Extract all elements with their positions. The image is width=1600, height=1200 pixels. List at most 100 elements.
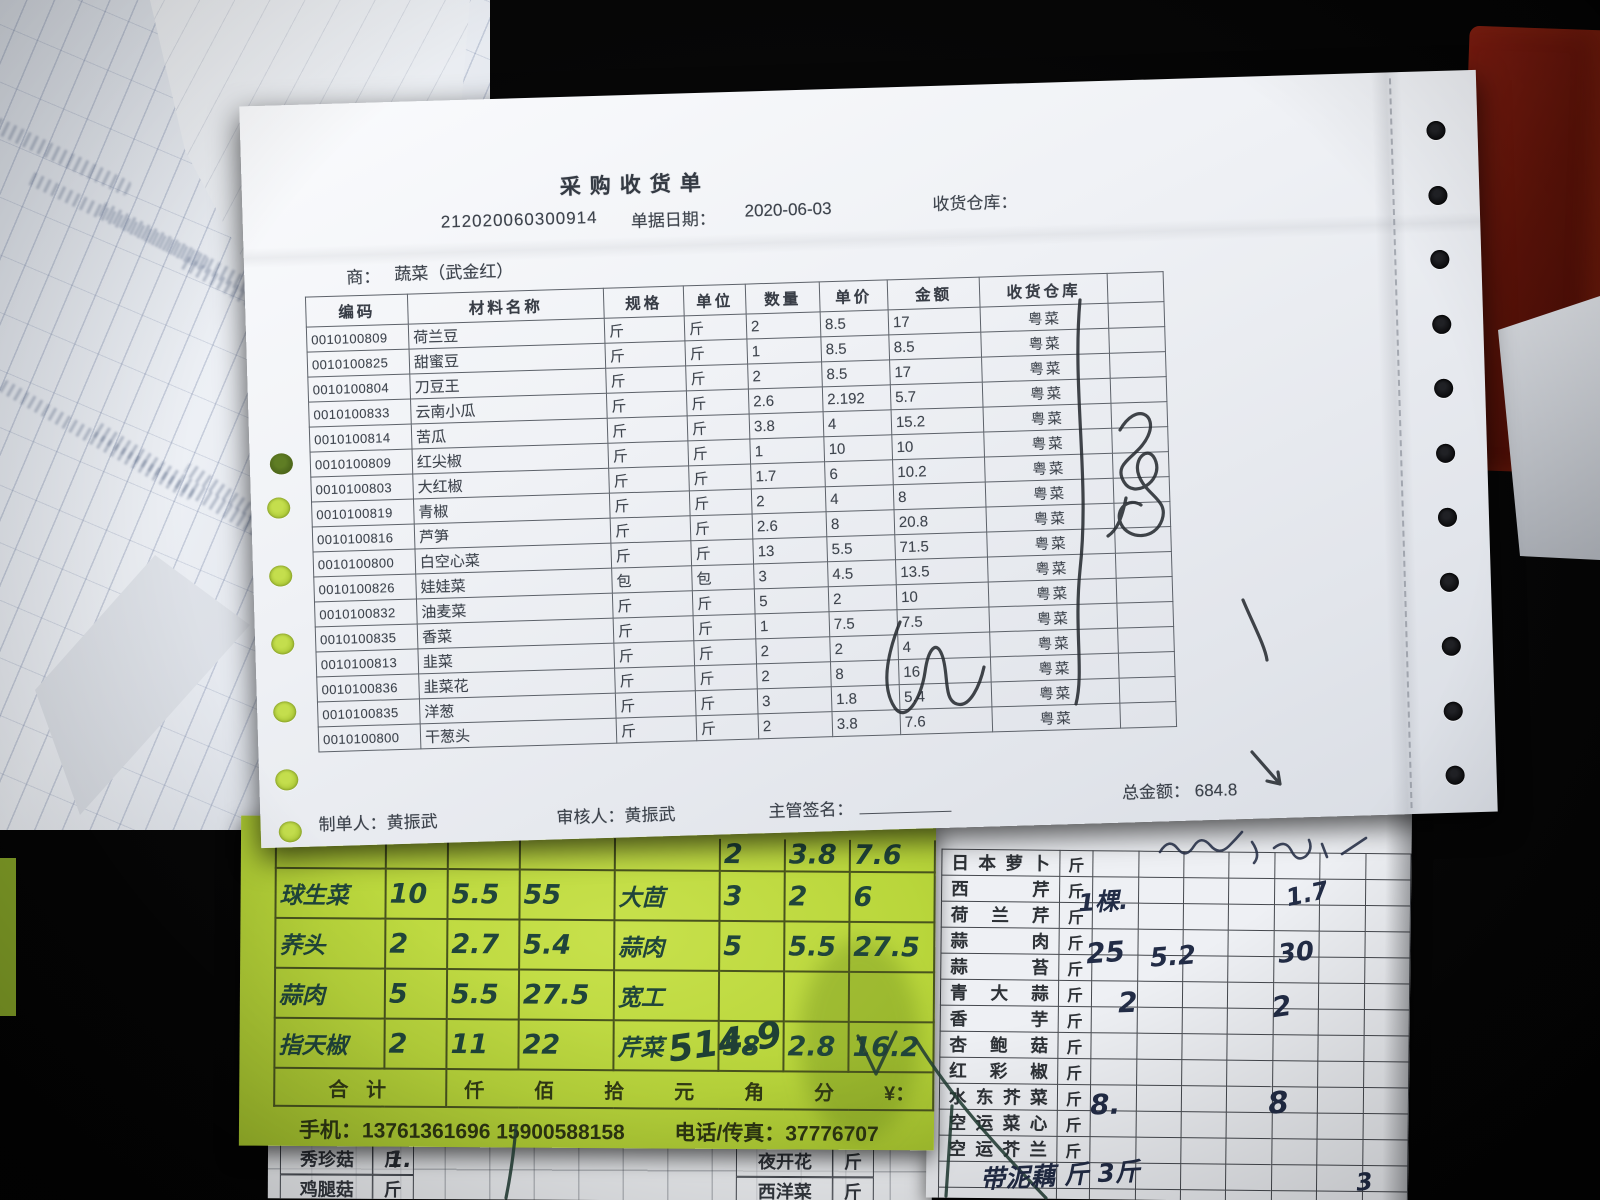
grid-cell xyxy=(1319,905,1366,932)
receipt-cell: 0010100800 xyxy=(318,723,421,752)
receipt-cell: 2.192 xyxy=(822,384,892,412)
grid-cell xyxy=(1226,1112,1273,1139)
grid-cell xyxy=(1183,929,1229,957)
date-label: 单据日期： xyxy=(630,209,717,231)
receipt-cell: 粤菜 xyxy=(991,703,1121,732)
item-name: 西芹 xyxy=(941,875,1060,903)
green-feed-dot xyxy=(278,820,303,843)
receipt-cell: 斤 xyxy=(613,615,694,644)
item-unit: 斤 xyxy=(1057,980,1093,1007)
grid-cell xyxy=(1090,1084,1137,1112)
green-cell: 55 xyxy=(519,869,615,921)
grid-cell xyxy=(1228,878,1275,905)
item-unit: 斤 xyxy=(1056,1084,1091,1111)
receipt-cell: 干葱头 xyxy=(420,718,617,749)
green-cell: 蒜肉 xyxy=(614,920,720,971)
total-label: 合 计 xyxy=(274,1067,447,1108)
grid-cell xyxy=(1056,1162,1091,1189)
receipt-cell: 2 xyxy=(747,361,823,390)
grid-cell xyxy=(1271,1190,1317,1200)
receipt-cell: 10 xyxy=(891,432,985,460)
total-amount: 总金额： 684.8 xyxy=(1121,780,1238,803)
receipt-cell: 包 xyxy=(611,565,693,594)
grid-cell xyxy=(1317,1061,1364,1088)
receipt-cell: 4 xyxy=(825,484,895,512)
tel-fax: 电话/传真：37776707 xyxy=(674,1121,879,1147)
item-unit: 斤 xyxy=(371,1144,415,1176)
feed-hole xyxy=(1443,700,1464,721)
green-feed-dot xyxy=(268,565,293,587)
receipt-cell: 斤 xyxy=(687,439,751,466)
receipt-table: 编码 材料名称 规格 单位 数量 单价 金额 收货仓库 0010100809 荷兰豆斤斤 2 8.5… xyxy=(305,271,1177,752)
receipt-cell: 斤 xyxy=(690,538,754,566)
grid-cell xyxy=(1364,957,1410,985)
grid-cell xyxy=(1319,879,1366,906)
green-feed-dot xyxy=(272,701,297,723)
grid-cell xyxy=(1137,929,1184,956)
receipt-cell: 71.5 xyxy=(894,532,988,560)
receipt-cell xyxy=(1119,676,1176,704)
green-cell: 10 xyxy=(385,868,448,920)
receipt-cell: 0010100814 xyxy=(309,424,413,453)
item-unit: 斤 xyxy=(831,1177,874,1200)
green-cell: 蒜肉 xyxy=(274,967,386,1019)
green-cell: 球生菜 xyxy=(275,867,386,919)
grid-cell xyxy=(1055,1188,1090,1200)
grid-cell xyxy=(1227,1034,1273,1061)
purchase-receipt-paper: 采购收货单 212020060300914 单据日期： 2020-06-03 收… xyxy=(239,69,1498,849)
receipt-cell: 3 xyxy=(753,561,829,589)
grid-cell xyxy=(1180,1137,1227,1165)
receipt-cell: 粤菜 xyxy=(988,578,1117,607)
item-name: 秀珍菇 xyxy=(279,1144,375,1175)
green-row: 荞头 2 2.7 5.4 蒜肉 5 5.5 27.5 xyxy=(275,917,935,973)
receipt-cell: 0010100809 xyxy=(310,449,413,478)
receipt-cell: 2 xyxy=(828,584,897,612)
green-row: 指天椒 2 11 22 芹菜 58 2.8 16.2 xyxy=(274,1017,934,1073)
grid-cell xyxy=(1272,1060,1319,1088)
receipt-cell: 斤 xyxy=(686,389,750,416)
feed-hole xyxy=(1437,507,1458,528)
receipt-cell: 2.6 xyxy=(752,511,827,539)
column-header: 数量 xyxy=(745,281,821,315)
unit-char: 分 xyxy=(814,1082,835,1105)
grid-cell xyxy=(1363,983,1410,1011)
receipt-cell: 粤菜 xyxy=(988,603,1118,632)
item-unit: 斤 xyxy=(1058,902,1093,929)
receipt-cell xyxy=(1110,401,1168,429)
receipt-cell: 粤菜 xyxy=(980,328,1110,358)
receipt-cell: 0010100826 xyxy=(313,573,417,602)
receipt-cell: 斤 xyxy=(687,414,750,441)
grid-cell xyxy=(1365,853,1412,881)
unit-char: 拾 xyxy=(604,1080,625,1103)
receipt-cell: 斤 xyxy=(605,365,687,394)
grid-cell xyxy=(1362,1139,1409,1167)
receipt-cell: 0010100832 xyxy=(314,598,418,627)
receipt-cell xyxy=(1107,301,1165,329)
receipt-cell: 0010100804 xyxy=(307,374,411,403)
receipt-title: 采购收货单 xyxy=(559,171,711,200)
item-unit: 斤 xyxy=(1059,876,1094,903)
green-cell: 荞头 xyxy=(275,917,386,969)
green-row: 球生菜 10 5.5 55 大茴 3 2 6 xyxy=(275,867,935,923)
grid-cell xyxy=(1092,928,1138,956)
green-paper-edge xyxy=(0,858,16,1016)
receipt-cell xyxy=(1116,576,1173,604)
feed-hole xyxy=(1426,120,1446,141)
receipt-cell: 粤菜 xyxy=(980,303,1109,333)
green-cell: 5.5 xyxy=(784,921,850,972)
grid-cell xyxy=(1273,930,1320,958)
item-unit: 斤 xyxy=(1057,1032,1092,1059)
green-cell xyxy=(614,838,721,871)
receipt-cell: 0010100803 xyxy=(310,474,414,503)
receipt-cell: 斤 xyxy=(610,540,692,569)
grid-cell xyxy=(1183,851,1230,879)
green-cell: 2 xyxy=(784,871,850,922)
green-cell: 芹菜 xyxy=(613,1020,719,1071)
receipt-cell: 4.5 xyxy=(827,559,897,587)
grid-cell xyxy=(1089,1162,1136,1190)
grid-cell xyxy=(1273,956,1320,984)
green-cell: 3.8 xyxy=(784,839,851,872)
receipt-cell xyxy=(1113,476,1170,504)
green-cell: 7.6 xyxy=(849,839,936,873)
grid-cell xyxy=(1317,1087,1364,1114)
